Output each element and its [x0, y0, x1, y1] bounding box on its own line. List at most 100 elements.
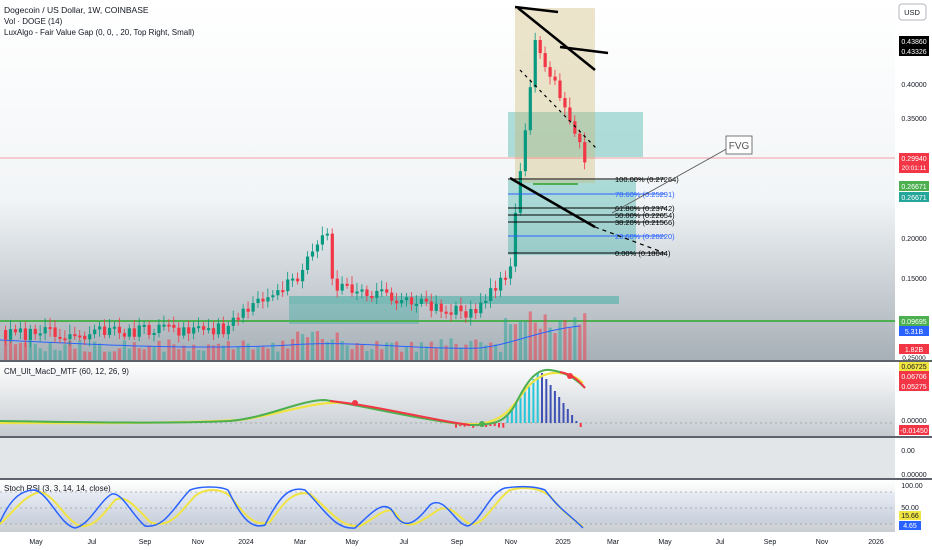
symbol-title[interactable]: Dogecoin / US Dollar, 1W, COINBASE: [4, 5, 149, 15]
volume-bar: [449, 338, 453, 360]
volume-bar: [231, 349, 235, 360]
volume-bar: [122, 340, 126, 360]
volume-bar: [325, 341, 329, 360]
volume-bar: [83, 351, 87, 360]
candle-body: [315, 244, 320, 252]
macd-hist-bar: [519, 397, 522, 423]
support-badge: 0.09695: [901, 319, 926, 326]
macd-legend[interactable]: CM_Ult_MacD_MTF (60, 12, 26, 9): [4, 367, 129, 376]
candle-body: [236, 317, 240, 320]
candle-body: [211, 328, 216, 335]
volume-bar: [568, 328, 572, 360]
volume-bar: [117, 348, 122, 360]
volume-bar: [63, 344, 67, 360]
green-badge: 0.26671: [901, 184, 926, 191]
macd-badge: 0.05275: [901, 384, 926, 391]
candle-body: [13, 329, 18, 333]
candle-body: [53, 327, 57, 337]
volume-bar: [13, 344, 18, 360]
macd-hist-bar: [553, 391, 556, 423]
candle-body: [518, 171, 522, 213]
candle-body: [63, 338, 67, 341]
macd-hist-bar: [515, 403, 518, 423]
candle-body: [419, 298, 423, 304]
volume-bar: [528, 311, 532, 360]
macd-cross: [567, 373, 573, 379]
candle-body: [548, 67, 552, 77]
candle-body: [305, 256, 310, 270]
macd-hist-bar: [541, 373, 543, 423]
volume-bar: [573, 317, 577, 360]
candle-body: [449, 312, 453, 315]
candle-body: [73, 334, 77, 337]
candle-body: [409, 297, 414, 305]
macd-hist-bar: [498, 423, 500, 428]
candle-body: [424, 298, 428, 302]
macd-hist-bar: [558, 397, 561, 423]
volume-bar: [53, 349, 57, 360]
stoch-legend[interactable]: Stoch RSI (3, 3, 14, 14, close): [4, 484, 111, 493]
candle-body: [508, 266, 513, 279]
volume-legend[interactable]: Vol · DOGE (14): [4, 17, 63, 26]
trendline[interactable]: [514, 5, 559, 14]
pane3[interactable]: 0.00 0.00000: [901, 448, 927, 479]
macd-badge: -0.01450: [900, 428, 928, 435]
volume-bar: [251, 349, 255, 360]
candle-body: [112, 326, 117, 329]
trendline[interactable]: [517, 7, 596, 71]
candle-body: [251, 303, 255, 312]
volume-bar: [533, 322, 537, 360]
volume-bar: [73, 348, 77, 360]
candle-body: [117, 326, 122, 334]
volume-bar: [429, 341, 433, 360]
fvg-zone: [289, 296, 619, 304]
volume-bar: [464, 344, 468, 360]
candle-body: [221, 323, 225, 335]
trendline[interactable]: [559, 45, 609, 55]
volume-bar: [489, 342, 493, 360]
volume-bar: [112, 351, 117, 360]
candle-body: [578, 133, 582, 143]
candle-body: [513, 212, 518, 267]
time-tick: Nov: [192, 539, 205, 546]
candle-body: [345, 283, 349, 286]
volume-bar: [454, 343, 458, 360]
volume-bar: [172, 344, 176, 360]
volume-bars: [4, 311, 587, 360]
volume-bar: [301, 334, 305, 360]
candle-body: [469, 308, 473, 318]
time-tick: 2024: [238, 539, 254, 546]
volume-bar: [414, 351, 419, 360]
macd-hist-bar: [575, 421, 578, 423]
time-tick: 2026: [868, 539, 884, 546]
macd-hist-bar: [493, 423, 496, 427]
stoch-pane[interactable]: 100.00 50.00 15.66 4.65: [0, 483, 923, 530]
macd-pane[interactable]: 0.06725 0.06706 0.05275 0.00000 -0.01450: [0, 362, 929, 435]
volume-bar: [360, 344, 364, 360]
macd-hist-bar: [510, 409, 513, 423]
fvg-callout-box[interactable]: [725, 135, 753, 155]
volume-bar: [107, 351, 112, 360]
volume-bar: [404, 347, 409, 360]
volume-bar: [58, 350, 62, 360]
volume-bar: [380, 349, 384, 360]
candle-body: [38, 333, 42, 336]
volume-bar: [167, 339, 171, 360]
volume-bar: [390, 342, 394, 360]
candle-body: [464, 311, 468, 318]
time-axis[interactable]: May Jul Sep Nov 2024 Mar May Jul Sep Nov 2025 Mar Ma…: [29, 539, 884, 546]
volume-bar: [202, 350, 206, 360]
macd-hist-bar: [532, 379, 535, 423]
candle-body: [192, 327, 196, 334]
time-tick: Sep: [451, 539, 464, 546]
fvg-legend[interactable]: LuxAlgo - Fair Value Gap (0, 0, , 20, To…: [4, 28, 195, 37]
currency-button[interactable]: [898, 3, 927, 21]
macd-tick: 0.00000: [901, 418, 926, 425]
candle-body: [266, 297, 270, 302]
candle-body: [301, 269, 305, 282]
candle-body: [355, 291, 359, 294]
trendline[interactable]: [509, 176, 596, 229]
candle-body: [206, 328, 211, 331]
volume-bar: [187, 351, 191, 360]
